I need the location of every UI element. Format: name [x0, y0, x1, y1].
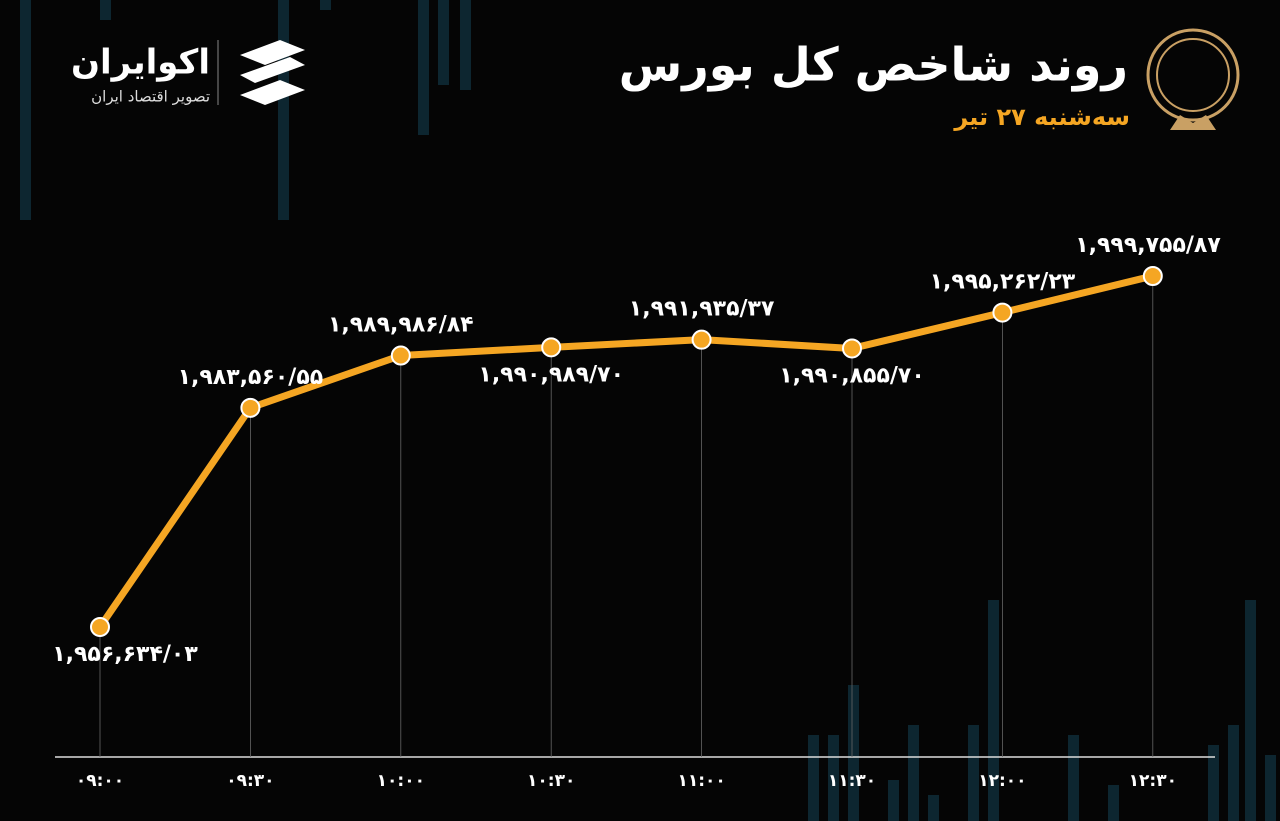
chart-subtitle: سه‌شنبه ۲۷ تیر: [953, 103, 1130, 131]
brand-logo: [217, 28, 1240, 130]
x-tick-label: ۱۱:۰۰: [677, 771, 725, 791]
brand-name: اکوایران: [71, 43, 210, 83]
value-label: ۱,۹۹۰,۹۸۹/۷۰: [478, 362, 624, 387]
x-tick-label: ۱۲:۳۰: [1129, 771, 1177, 791]
point: [541, 337, 562, 358]
x-tick-label: ۰۹:۳۰: [226, 771, 274, 791]
point: [992, 302, 1013, 323]
point: [691, 329, 712, 350]
chart-title: روند شاخص کل بورس: [619, 38, 1128, 92]
value-label: ۱,۹۸۹,۹۸۶/۸۴: [328, 313, 474, 338]
value-label: ۱,۹۸۳,۵۶۰/۵۵: [178, 365, 324, 390]
point: [1142, 266, 1163, 286]
value-label: ۱,۹۹۹,۷۵۵/۸۷: [1075, 233, 1221, 258]
x-tick-label: ۱۱:۳۰: [828, 771, 876, 791]
point: [842, 338, 862, 359]
point: [390, 345, 411, 366]
line: [97, 272, 1154, 629]
point: [240, 397, 261, 418]
background-bars: [20, 0, 1276, 821]
value-label: ۱,۹۹۰,۸۵۵/۷۰: [779, 363, 925, 388]
brand-tagline: تصویر اقتصاد ایران: [91, 88, 210, 106]
value-label: ۱,۹۹۵,۲۶۲/۲۳: [930, 270, 1076, 295]
value-label: ۱,۹۵۶,۶۳۴/۰۳: [52, 642, 198, 667]
x-tick-label: ۱۰:۰۰: [377, 771, 425, 791]
x-tick-label: ۱۰:۳۰: [527, 771, 575, 791]
x-tick-label: ۰۹:۰۰: [76, 771, 124, 791]
x-tick-label: ۱۲:۰۰: [978, 771, 1026, 791]
point: [90, 617, 110, 637]
value-label: ۱,۹۹۱,۹۳۵/۳۷: [629, 297, 775, 322]
